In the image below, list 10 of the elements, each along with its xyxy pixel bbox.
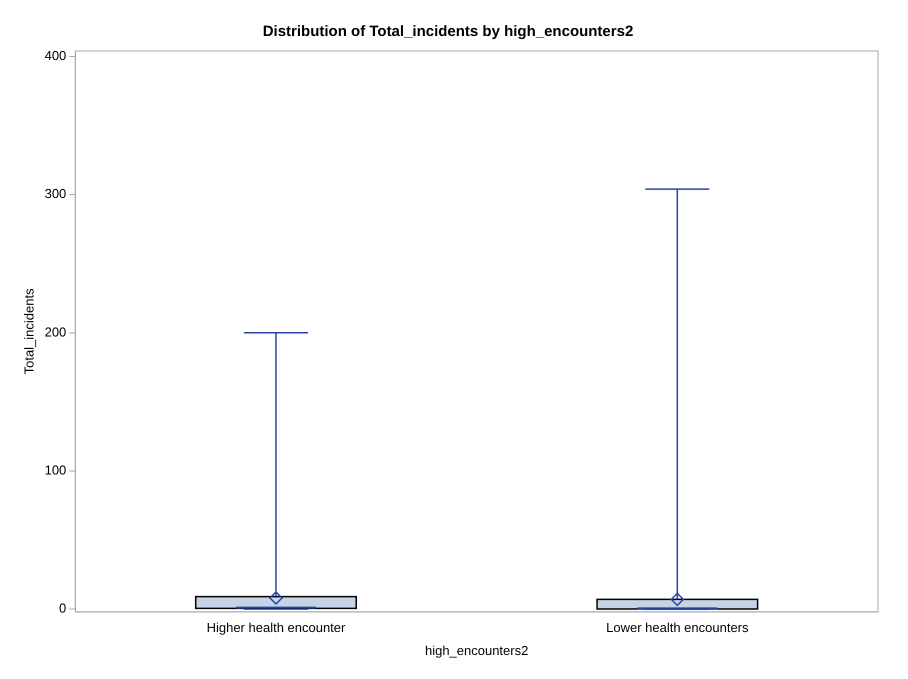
y-tick-label: 400 [44,48,66,64]
y-axis-title: Total_incidents [21,288,36,374]
chart-title: Distribution of Total_incidents by high_encounters2 [262,23,634,40]
x-tick-label: Higher health encounter [206,620,346,636]
x-axis-title: high_encounters2 [424,642,528,658]
y-tick-label: 100 [44,462,66,478]
x-tick-label: Lower health encounters [606,620,750,636]
y-tick-label: 200 [44,324,66,340]
y-tick-label: 300 [44,186,66,202]
y-tick-label: 0 [59,600,66,616]
